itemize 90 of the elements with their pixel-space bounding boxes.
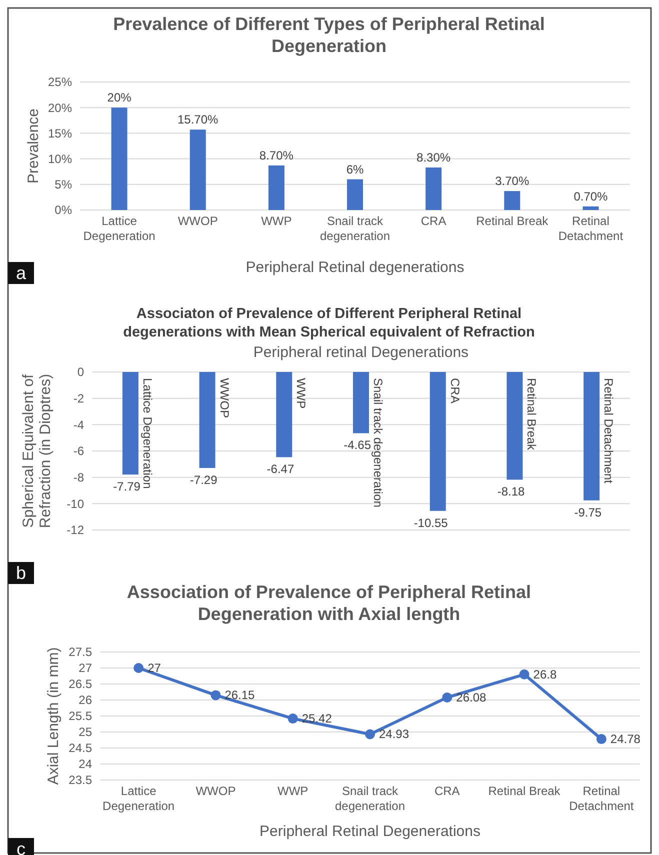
point — [210, 690, 221, 700]
y-tick-label: 20% — [48, 100, 72, 115]
y-tick-label: -2 — [73, 392, 84, 406]
data-label: 3.70% — [495, 174, 530, 188]
y-tick-label: 27 — [78, 661, 92, 676]
data-label: 25.42 — [302, 712, 332, 726]
x-tick-label: Snail track degeneration — [371, 378, 385, 508]
y-tick-label: 26.5 — [68, 677, 92, 692]
y-tick-label: 24.5 — [68, 741, 92, 756]
y-tick-label: 24 — [78, 757, 92, 772]
y-tick-label: 27.5 — [68, 645, 92, 660]
bar — [190, 130, 206, 210]
x-tick-label: Lattice Degeneration — [140, 378, 154, 489]
data-label: 26.08 — [456, 690, 486, 704]
x-tick-label: CRA — [420, 214, 446, 228]
data-label: 26.8 — [533, 667, 557, 682]
x-tick-label: Lattice Degeneration — [102, 784, 175, 813]
data-label: 6% — [346, 162, 364, 176]
y-tick-label: 23.5 — [68, 773, 92, 788]
x-tick-label: Lattice Degeneration — [83, 214, 156, 243]
x-tick-label: Retinal Detachment — [602, 378, 616, 484]
y-axis-title: Axial Length (in mm) — [45, 647, 62, 785]
data-label: 24.93 — [379, 727, 410, 742]
x-tick-label: CRA — [434, 784, 460, 798]
x-tick-label: WWP — [294, 378, 308, 409]
x-tick-label: WWOP — [217, 378, 232, 418]
text: a — [16, 263, 27, 283]
y-tick-label: 0% — [54, 203, 72, 218]
data-label: -8.18 — [497, 484, 526, 499]
data-label: -4.65 — [344, 438, 372, 452]
x-tick-label: Retinal Detachment — [558, 214, 624, 243]
y-tick-label: 15% — [48, 126, 72, 140]
x-tick-label: Retinal Break — [476, 214, 550, 228]
data-label: -7.79 — [113, 480, 141, 494]
bar — [426, 168, 442, 210]
data-label: 0.70% — [574, 189, 608, 204]
x-tick-label: WWP — [278, 784, 308, 798]
x-axis-title: Peripheral Retinal degenerations — [246, 259, 464, 276]
bar — [582, 206, 599, 210]
text: b — [16, 563, 26, 583]
point — [596, 734, 606, 744]
data-label: 20% — [107, 90, 132, 105]
y-tick-label: 25.5 — [68, 709, 92, 724]
chart-title: Associaton of Prevalence of Different Peripheral Retinal degenerations with Mean Spherical equivalent of Refraction — [123, 306, 535, 340]
x-tick-label: WWP — [261, 214, 292, 228]
x-tick-label: Retinal Break — [524, 378, 539, 452]
y-axis-title: Prevalence — [25, 108, 42, 184]
x-tick-label: Retinal Break — [488, 784, 562, 798]
x-tick-label: Snail track degeneration — [334, 784, 406, 813]
text: c — [16, 839, 26, 855]
y-tick-label: 26 — [78, 693, 92, 708]
point — [288, 714, 298, 724]
data-label: 24.78 — [610, 732, 641, 746]
point — [134, 663, 144, 673]
x-tick-label: Snail track degeneration — [320, 214, 390, 243]
point — [519, 669, 530, 680]
data-label: 8.70% — [259, 148, 294, 162]
y-tick-label: 25% — [48, 75, 72, 90]
data-label: -6.47 — [266, 462, 294, 476]
x-tick-label: Retinal Detachment — [569, 784, 634, 813]
y-axis-title: Spherical Equivalent of Refraction (in Dioptres) — [20, 373, 54, 528]
point — [365, 729, 375, 740]
chart-title: Association of Prevalence of Peripheral Retinal Degeneration with Axial length — [126, 582, 532, 624]
y-tick-label: 10% — [48, 152, 72, 166]
y-tick-label: -10 — [66, 496, 84, 511]
data-label: 26.15 — [224, 688, 256, 702]
y-tick-label: -8 — [73, 470, 84, 485]
data-label: -9.75 — [574, 505, 602, 520]
data-label: 27 — [148, 661, 162, 675]
x-tick-label: WWOP — [178, 214, 218, 228]
y-tick-label: 5% — [54, 178, 72, 192]
y-tick-label: -6 — [73, 444, 84, 458]
bar — [504, 191, 520, 210]
y-tick-label: 25 — [78, 725, 92, 740]
y-tick-label: -4 — [73, 418, 84, 432]
x-axis-title: Peripheral Retinal Degenerations — [260, 823, 480, 840]
bar — [347, 179, 363, 210]
x-tick-label: CRA — [448, 378, 462, 404]
data-label: 15.70% — [178, 112, 219, 127]
y-tick-label: -12 — [66, 523, 84, 538]
data-label: -10.55 — [414, 516, 448, 530]
y-tick-label: 0 — [77, 365, 84, 380]
bar — [268, 165, 284, 210]
data-label: 8.30% — [416, 150, 451, 165]
x-tick-label: WWOP — [196, 784, 236, 798]
bar — [111, 108, 128, 210]
point — [442, 692, 452, 702]
chart-title: Prevalence of Different Types of Peripheral Retinal Degeneration — [113, 14, 545, 56]
data-label: -7.29 — [190, 472, 218, 487]
x-axis-title: Peripheral retinal Degenerations — [253, 344, 469, 361]
